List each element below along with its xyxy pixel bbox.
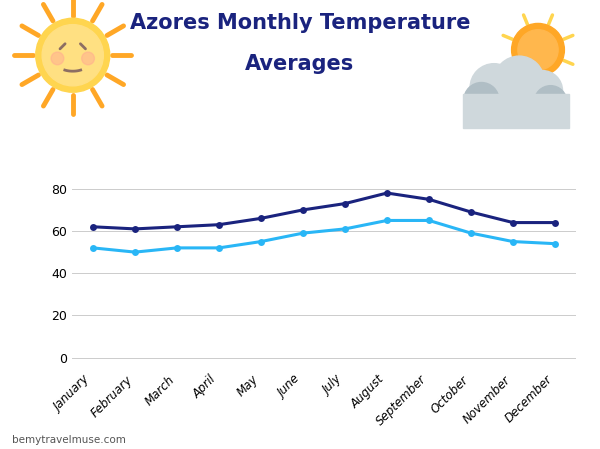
Circle shape xyxy=(494,56,544,106)
Circle shape xyxy=(36,18,110,92)
Circle shape xyxy=(82,52,94,65)
Circle shape xyxy=(470,64,518,111)
Circle shape xyxy=(522,70,563,111)
Circle shape xyxy=(51,52,64,65)
Circle shape xyxy=(512,23,565,76)
Circle shape xyxy=(534,86,567,119)
Circle shape xyxy=(464,83,499,118)
Circle shape xyxy=(518,30,558,70)
Text: Averages: Averages xyxy=(245,54,355,74)
Text: Azores Monthly Temperature: Azores Monthly Temperature xyxy=(130,13,470,34)
Text: bemytravelmuse.com: bemytravelmuse.com xyxy=(12,435,126,445)
Bar xyxy=(463,94,569,128)
Circle shape xyxy=(42,25,103,86)
